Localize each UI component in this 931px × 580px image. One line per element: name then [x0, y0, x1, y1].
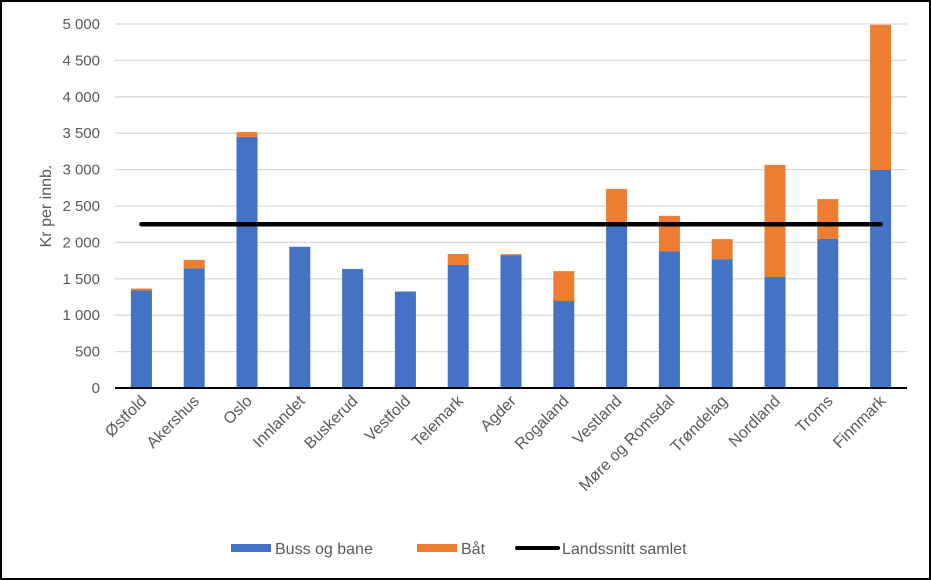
y-axis-ticks: 0 500 1 000 1 500 2 000 2 500 3 000 3 500 4 000 4… [62, 16, 100, 397]
x-category-label: Vestfold [362, 393, 414, 445]
bar-buss-og-bane [817, 238, 839, 388]
bar-bat [183, 259, 205, 269]
bar-bat [553, 271, 575, 302]
y-tick-label: 2 000 [62, 234, 100, 251]
bar-bat [130, 288, 152, 291]
bar-bat [711, 239, 733, 260]
bar-buss-og-bane [658, 251, 680, 388]
x-category-label: Buskerud [302, 393, 362, 453]
x-category-label: Rogaland [512, 393, 572, 453]
legend-swatch-orange [417, 544, 457, 552]
bars [130, 24, 892, 388]
x-category-label: Trøndelag [668, 393, 731, 456]
y-tick-label: 4 000 [62, 89, 100, 106]
legend-item-buss-og-bane: Buss og bane [231, 541, 373, 558]
bar-bat [764, 164, 786, 277]
bar-bat [606, 188, 628, 227]
bar-buss-og-bane [553, 301, 575, 388]
legend-label: Buss og bane [275, 541, 373, 558]
bar-buss-og-bane [447, 264, 469, 388]
y-tick-label: 0 [92, 380, 100, 397]
bar-buss-og-bane [183, 268, 205, 388]
x-category-label: Telemark [409, 392, 468, 451]
bar-buss-og-bane [394, 291, 416, 388]
bar-buss-og-bane [711, 259, 733, 388]
bar-buss-og-bane [130, 290, 152, 388]
x-category-label: Innlandet [250, 392, 309, 451]
x-category-label: Troms [793, 393, 837, 437]
bar-buss-og-bane [500, 255, 522, 388]
bar-buss-og-bane [870, 169, 892, 388]
bar-buss-og-bane [236, 136, 258, 388]
y-tick-label: 2 500 [62, 198, 100, 215]
y-tick-label: 5 000 [62, 16, 100, 33]
bar-buss-og-bane [606, 226, 628, 388]
y-axis-label: Kr per innb. [38, 165, 55, 248]
bar-bat [236, 132, 258, 137]
bar-bat [447, 254, 469, 265]
x-category-label: Finnmark [830, 392, 890, 452]
x-category-label: Oslo [221, 393, 256, 428]
x-category-label: Akershus [144, 393, 203, 452]
bar-buss-og-bane [342, 268, 364, 388]
legend-label: Båt [461, 540, 486, 558]
y-tick-label: 500 [75, 344, 100, 361]
legend-item-bat: Båt [417, 540, 486, 558]
x-category-label: Agder [478, 392, 521, 435]
legend-label: Landssnitt samlet [562, 541, 687, 558]
x-category-label: Vestland [570, 393, 625, 448]
bar-buss-og-bane [289, 246, 311, 388]
bar-bat [817, 199, 839, 239]
legend-swatch-blue [231, 544, 271, 552]
y-tick-label: 3 000 [62, 162, 100, 179]
legend-item-landssnitt: Landssnitt samlet [515, 541, 687, 558]
y-tick-label: 1 000 [62, 307, 100, 324]
x-category-label: Østfold [102, 393, 150, 441]
bar-bat [658, 215, 680, 252]
y-tick-label: 4 500 [62, 52, 100, 69]
y-tick-label: 3 500 [62, 125, 100, 142]
y-tick-label: 1 500 [62, 271, 100, 288]
x-category-label: Møre og Romsdal [576, 393, 678, 495]
bar-bat [500, 254, 522, 256]
x-category-label: Nordland [726, 393, 784, 451]
bar-buss-og-bane [764, 276, 786, 388]
bar-bat [870, 24, 892, 170]
legend: Buss og bane Båt Landssnitt samlet [231, 540, 687, 558]
